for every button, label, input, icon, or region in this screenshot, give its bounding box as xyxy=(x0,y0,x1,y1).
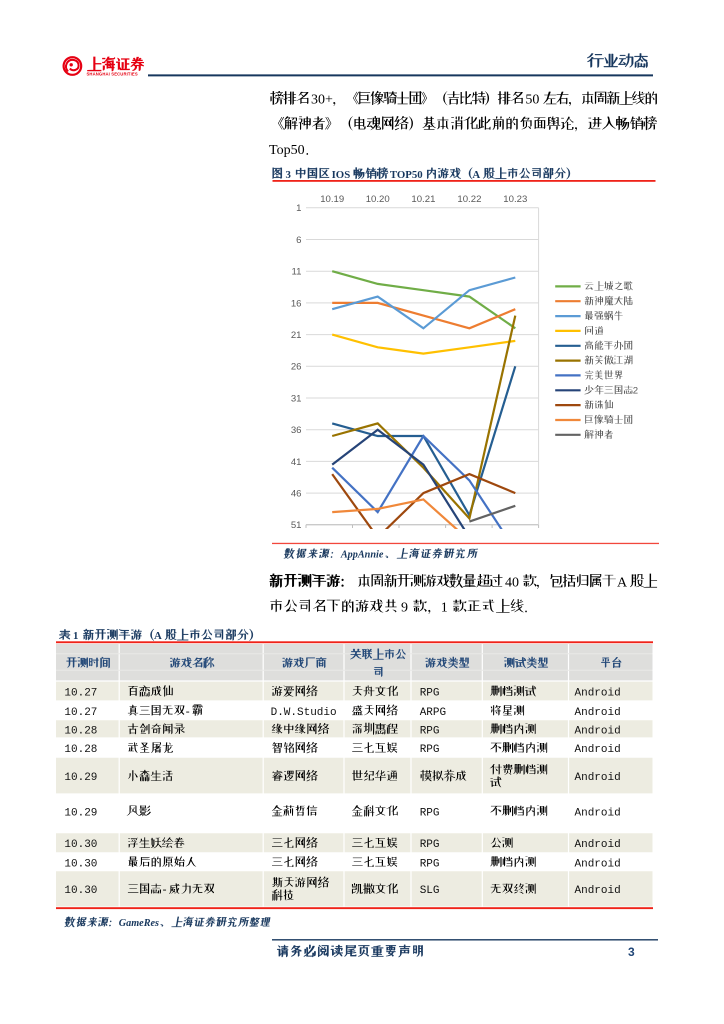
svg-text:10.30: 10.30 xyxy=(64,885,97,897)
svg-text:D.W.Studio: D.W.Studio xyxy=(271,707,337,719)
svg-text:10.19: 10.19 xyxy=(320,194,344,205)
svg-text:RPG: RPG xyxy=(420,725,440,737)
svg-text:10.20: 10.20 xyxy=(366,194,390,205)
svg-text:10.30: 10.30 xyxy=(64,839,97,851)
svg-text:36: 36 xyxy=(291,425,302,436)
svg-text:Android: Android xyxy=(575,807,621,819)
svg-text:11: 11 xyxy=(292,267,302,278)
svg-text:2: 2 xyxy=(633,386,638,397)
svg-text:3: 3 xyxy=(286,169,292,181)
svg-text:-: - xyxy=(161,885,168,897)
svg-text:IOS: IOS xyxy=(332,169,351,181)
svg-text:SHANGHAI SECURITIES: SHANGHAI SECURITIES xyxy=(87,71,138,76)
svg-text:-: - xyxy=(184,707,191,719)
svg-text:RPG: RPG xyxy=(420,744,440,756)
svg-text:Android: Android xyxy=(575,725,621,737)
svg-text:AppAnnie: AppAnnie xyxy=(340,550,384,561)
svg-text:Android: Android xyxy=(575,839,621,851)
svg-text:Android: Android xyxy=(575,858,621,870)
svg-text:50: 50 xyxy=(525,93,539,108)
svg-text:10.29: 10.29 xyxy=(64,807,97,819)
svg-text:9: 9 xyxy=(401,601,408,616)
svg-text:3: 3 xyxy=(628,945,635,959)
svg-text:46: 46 xyxy=(291,489,302,500)
svg-text:RPG: RPG xyxy=(420,839,440,851)
svg-text:40: 40 xyxy=(505,575,519,590)
svg-text:51: 51 xyxy=(291,520,302,531)
svg-text:RPG: RPG xyxy=(420,858,440,870)
svg-text:GameRes: GameRes xyxy=(119,918,159,929)
svg-text:21: 21 xyxy=(291,330,302,341)
svg-text:Top50: Top50 xyxy=(269,143,305,158)
svg-text:10.23: 10.23 xyxy=(503,194,527,205)
svg-text:10.22: 10.22 xyxy=(457,194,481,205)
svg-text:TOP50: TOP50 xyxy=(390,169,423,181)
svg-text:10.29: 10.29 xyxy=(64,772,97,784)
svg-text:Android: Android xyxy=(575,744,621,756)
svg-text:A: A xyxy=(154,630,162,642)
svg-text:Android: Android xyxy=(575,885,621,897)
svg-text:30+: 30+ xyxy=(311,93,333,108)
svg-text:10.30: 10.30 xyxy=(64,858,97,870)
svg-text:Android: Android xyxy=(575,772,621,784)
svg-text:SLG: SLG xyxy=(420,885,440,897)
svg-text:10.27: 10.27 xyxy=(64,707,97,719)
svg-text:10.27: 10.27 xyxy=(64,688,97,700)
svg-text:RPG: RPG xyxy=(420,807,440,819)
svg-text:RPG: RPG xyxy=(420,688,440,700)
svg-text:16: 16 xyxy=(291,298,302,309)
svg-text:10.21: 10.21 xyxy=(411,194,435,205)
svg-text:A: A xyxy=(472,169,480,181)
svg-text:ARPG: ARPG xyxy=(420,707,446,719)
svg-text:A: A xyxy=(617,575,628,590)
svg-text:41: 41 xyxy=(291,457,302,468)
svg-text:10.28: 10.28 xyxy=(64,744,97,756)
svg-text:Android: Android xyxy=(575,688,621,700)
svg-text:31: 31 xyxy=(291,393,302,404)
svg-text:1: 1 xyxy=(441,601,448,616)
svg-text:26: 26 xyxy=(291,362,302,373)
svg-text:1: 1 xyxy=(73,630,78,642)
svg-text:10.28: 10.28 xyxy=(64,725,97,737)
svg-text:1: 1 xyxy=(296,203,301,214)
svg-text:Android: Android xyxy=(575,707,621,719)
svg-text:6: 6 xyxy=(296,235,301,246)
